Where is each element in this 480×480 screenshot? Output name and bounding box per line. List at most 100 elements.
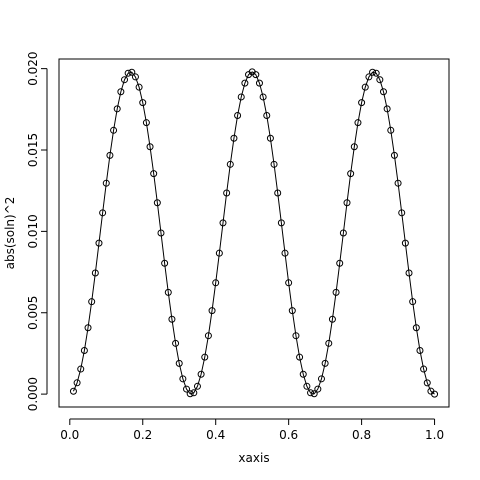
point [201, 353, 209, 361]
point [431, 390, 439, 398]
point [153, 199, 161, 207]
point [234, 112, 242, 120]
point [106, 151, 114, 159]
point [347, 170, 355, 178]
point [215, 249, 223, 257]
y-axis-label: abs(soln)^2 [3, 197, 17, 270]
point [84, 324, 92, 332]
x-tick-label: 0.2 [133, 428, 152, 442]
x-tick-label: 1.0 [425, 428, 444, 442]
y-tick-label: 0.015 [26, 133, 40, 167]
point [241, 79, 249, 87]
point [102, 179, 110, 187]
point [197, 370, 205, 378]
point [263, 112, 271, 120]
point [168, 315, 176, 323]
point [219, 219, 227, 227]
point [314, 385, 322, 393]
point [350, 143, 358, 151]
point [139, 99, 147, 107]
x-axis-label: xaxis [238, 451, 269, 465]
point [354, 119, 362, 127]
point [124, 69, 132, 77]
point [369, 68, 377, 76]
point [161, 259, 169, 267]
point [88, 298, 96, 306]
point [172, 339, 180, 347]
point [212, 279, 220, 287]
point [113, 105, 121, 113]
point [401, 239, 409, 247]
point [157, 229, 165, 237]
point [277, 219, 285, 227]
point [183, 385, 191, 393]
point [423, 379, 431, 387]
point [321, 359, 329, 367]
point [73, 379, 81, 387]
point [270, 160, 278, 168]
y-tick-label: 0.005 [26, 296, 40, 330]
point [376, 76, 384, 84]
point [204, 332, 212, 340]
point [358, 99, 366, 107]
point [383, 105, 391, 113]
point [292, 332, 300, 340]
point [296, 353, 304, 361]
x-tick-label: 0.6 [279, 428, 298, 442]
point [317, 375, 325, 383]
point [365, 73, 373, 81]
point [343, 199, 351, 207]
point [387, 126, 395, 134]
point [91, 269, 99, 277]
point [121, 76, 129, 84]
point [208, 307, 216, 315]
point [310, 390, 318, 398]
x-tick-label: 0.8 [352, 428, 371, 442]
point [325, 339, 333, 347]
point [193, 382, 201, 390]
point [416, 346, 424, 354]
point [110, 126, 118, 134]
point [409, 298, 417, 306]
point [328, 315, 336, 323]
point [230, 134, 238, 142]
point [190, 389, 198, 397]
point [285, 279, 293, 287]
point [142, 119, 150, 127]
point [281, 249, 289, 257]
point [80, 346, 88, 354]
point [131, 73, 139, 81]
point [339, 229, 347, 237]
point [255, 79, 263, 87]
line [72, 71, 435, 395]
point [259, 93, 267, 101]
point [223, 189, 231, 197]
point [398, 209, 406, 217]
point [95, 239, 103, 247]
y-tick-label: 0.010 [26, 214, 40, 248]
plot-frame [58, 58, 450, 408]
point [226, 160, 234, 168]
point [299, 370, 307, 378]
point [266, 134, 274, 142]
point [69, 387, 77, 395]
point [390, 151, 398, 159]
y-tick-label: 0.000 [26, 377, 40, 411]
point [394, 179, 402, 187]
point [117, 88, 125, 96]
point [274, 189, 282, 197]
point [252, 71, 260, 79]
x-tick-label: 0.0 [60, 428, 79, 442]
point [128, 68, 136, 76]
point [175, 359, 183, 367]
point [237, 93, 245, 101]
point [179, 375, 187, 383]
point [77, 365, 85, 373]
y-tick-label: 0.020 [26, 51, 40, 85]
point [150, 170, 158, 178]
point [412, 324, 420, 332]
point [336, 259, 344, 267]
point [99, 209, 107, 217]
x-tick-label: 0.4 [206, 428, 225, 442]
